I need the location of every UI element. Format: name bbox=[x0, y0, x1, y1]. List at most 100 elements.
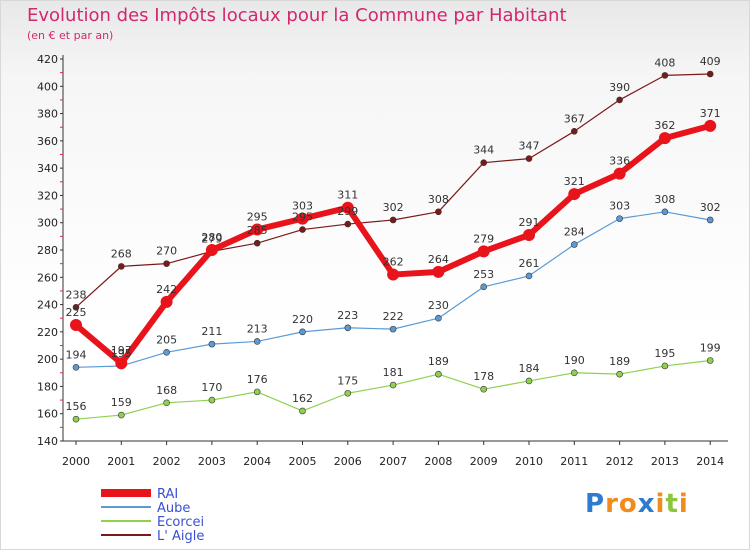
chart-subtitle: (en € et par an) bbox=[27, 29, 114, 42]
y-tick-label: 160 bbox=[37, 408, 58, 421]
data-label-ecorcei: 156 bbox=[66, 400, 87, 413]
y-tick-label: 300 bbox=[37, 217, 58, 230]
proxiti-logo: Proxiti bbox=[585, 489, 689, 519]
x-tick-label: 2014 bbox=[696, 455, 724, 468]
data-label-aube: 205 bbox=[156, 333, 177, 346]
data-point-l-aigle bbox=[661, 72, 669, 79]
data-point-l-aigle bbox=[570, 128, 578, 135]
y-tick-label: 260 bbox=[37, 271, 58, 284]
data-point-aube bbox=[480, 283, 488, 291]
data-label-l-aigle: 390 bbox=[609, 81, 630, 94]
data-point-ecorcei bbox=[118, 411, 125, 419]
data-point-aube bbox=[389, 325, 397, 333]
data-point-l-aigle bbox=[118, 263, 125, 270]
data-point-rai bbox=[341, 201, 354, 214]
data-point-aube bbox=[163, 349, 170, 356]
data-point-rai bbox=[70, 319, 82, 332]
data-label-l-aigle: 308 bbox=[428, 193, 449, 206]
data-point-ecorcei bbox=[661, 362, 669, 370]
data-point-rai bbox=[523, 228, 535, 241]
x-tick-label: 2002 bbox=[153, 455, 181, 468]
data-label-rai: 280 bbox=[201, 231, 222, 244]
data-label-ecorcei: 181 bbox=[383, 366, 404, 379]
data-label-l-aigle: 344 bbox=[473, 144, 494, 157]
data-point-ecorcei bbox=[208, 396, 216, 404]
y-tick-label: 240 bbox=[37, 299, 58, 312]
data-label-ecorcei: 184 bbox=[519, 362, 540, 375]
logo-letter: x bbox=[637, 489, 656, 519]
x-tick-label: 2010 bbox=[515, 455, 543, 468]
data-label-rai: 262 bbox=[383, 256, 404, 269]
data-label-aube: 261 bbox=[519, 257, 540, 270]
data-point-ecorcei bbox=[706, 357, 714, 364]
data-label-aube: 222 bbox=[383, 310, 404, 323]
data-point-ecorcei bbox=[525, 377, 533, 385]
data-label-l-aigle: 279 bbox=[201, 232, 222, 245]
data-label-ecorcei: 189 bbox=[609, 355, 630, 368]
data-point-rai bbox=[160, 295, 173, 308]
x-tick-label: 2008 bbox=[424, 455, 452, 468]
data-point-aube bbox=[616, 215, 623, 222]
data-point-aube bbox=[706, 216, 714, 224]
data-label-l-aigle: 299 bbox=[337, 205, 358, 218]
y-tick-label: 360 bbox=[37, 135, 58, 148]
logo-letter: r bbox=[605, 489, 619, 519]
x-tick-label: 2005 bbox=[289, 455, 317, 468]
data-label-rai: 264 bbox=[428, 253, 449, 266]
data-point-l-aigle bbox=[72, 303, 80, 311]
logo-letter: i bbox=[678, 489, 689, 519]
data-point-rai bbox=[251, 223, 264, 236]
y-tick-label: 340 bbox=[37, 162, 58, 175]
data-point-rai bbox=[387, 268, 400, 281]
x-tick-label: 2000 bbox=[62, 455, 90, 468]
data-label-l-aigle: 268 bbox=[111, 247, 132, 260]
data-point-rai bbox=[205, 244, 218, 256]
data-label-rai: 321 bbox=[564, 175, 585, 188]
logo-letter: t bbox=[665, 489, 679, 519]
data-label-aube: 194 bbox=[66, 348, 87, 361]
y-tick-label: 320 bbox=[37, 189, 58, 202]
data-label-aube: 230 bbox=[428, 299, 449, 312]
y-tick-label: 280 bbox=[37, 244, 58, 257]
data-point-ecorcei bbox=[344, 389, 352, 397]
data-label-aube: 213 bbox=[247, 322, 268, 335]
data-point-l-aigle bbox=[389, 216, 397, 224]
data-point-aube bbox=[661, 208, 669, 216]
data-label-rai: 295 bbox=[247, 211, 268, 224]
data-point-aube bbox=[435, 314, 442, 322]
y-tick-label: 220 bbox=[37, 326, 58, 339]
data-label-aube: 308 bbox=[654, 193, 675, 206]
data-point-ecorcei bbox=[253, 388, 261, 396]
data-label-ecorcei: 168 bbox=[156, 384, 177, 397]
data-label-l-aigle: 347 bbox=[519, 140, 540, 153]
data-point-rai bbox=[115, 357, 128, 370]
data-label-l-aigle: 238 bbox=[66, 288, 87, 301]
y-tick-label: 420 bbox=[37, 53, 58, 66]
y-tick-label: 380 bbox=[37, 108, 58, 121]
data-point-l-aigle bbox=[706, 70, 714, 78]
data-point-l-aigle bbox=[525, 155, 533, 162]
data-point-aube bbox=[525, 272, 533, 280]
x-tick-label: 2011 bbox=[560, 455, 588, 468]
data-point-rai bbox=[477, 245, 490, 258]
data-label-rai: 371 bbox=[700, 107, 721, 120]
data-point-rai bbox=[432, 265, 445, 278]
legend-label: L' Aigle bbox=[157, 529, 204, 544]
data-point-aube bbox=[72, 364, 80, 371]
data-point-ecorcei bbox=[616, 370, 623, 378]
data-label-rai: 225 bbox=[66, 306, 87, 319]
data-label-rai: 362 bbox=[654, 119, 675, 132]
data-label-aube: 211 bbox=[201, 325, 222, 338]
data-label-l-aigle: 409 bbox=[700, 55, 721, 68]
data-label-l-aigle: 367 bbox=[564, 112, 585, 125]
data-point-ecorcei bbox=[72, 415, 80, 423]
data-point-ecorcei bbox=[570, 369, 578, 377]
data-label-l-aigle: 285 bbox=[247, 224, 268, 237]
data-label-aube: 253 bbox=[473, 268, 494, 281]
y-tick-label: 140 bbox=[37, 435, 58, 448]
x-tick-label: 2013 bbox=[651, 455, 679, 468]
logo-letter: o bbox=[618, 489, 638, 519]
